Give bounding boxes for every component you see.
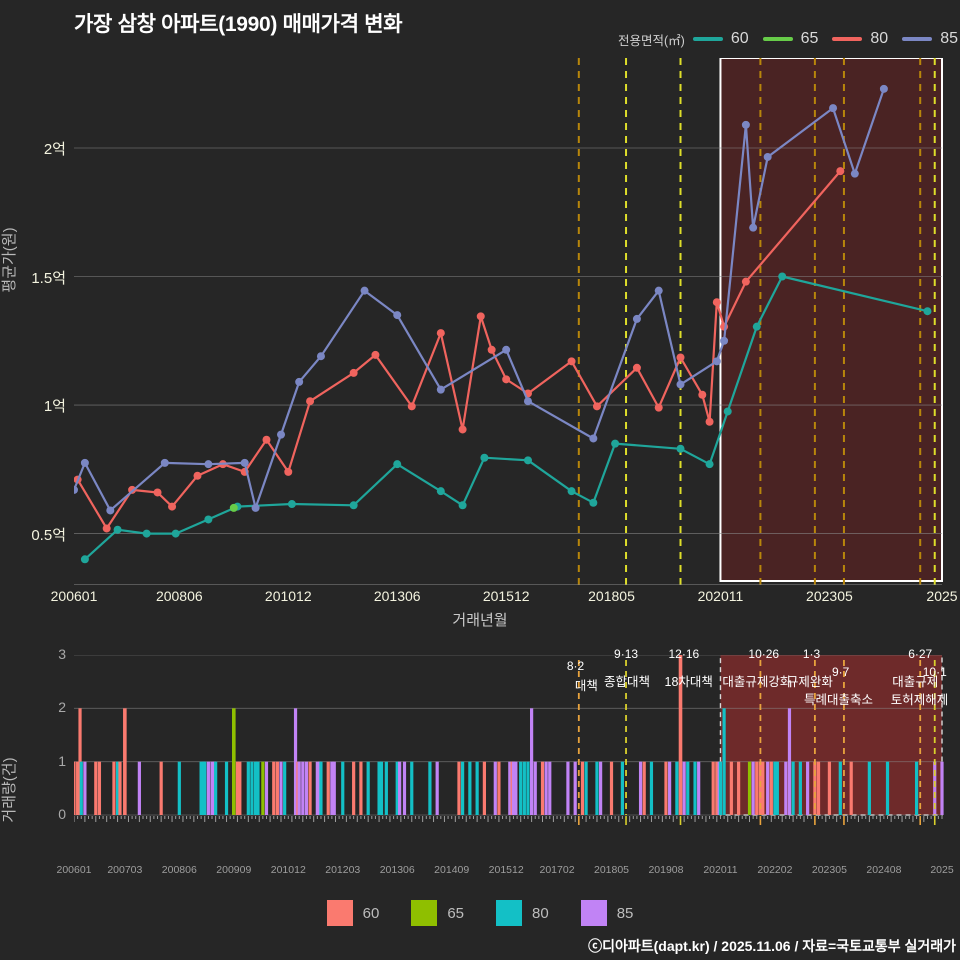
- footer-credit: ⓒ디아파트(dapt.kr) / 2025.11.06 / 자료=국토교통부 실…: [588, 938, 956, 954]
- volume-ytick-3: 3: [58, 646, 66, 662]
- annotation-name-3: 대출규제강화: [722, 675, 792, 689]
- legend-item-65[interactable]: 65: [762, 30, 819, 48]
- legend-label-80: 80: [870, 30, 889, 47]
- annotation-date-2: 12·16: [668, 647, 700, 661]
- bottom-legend-label-60: 60: [362, 904, 380, 922]
- bottom-legend-label-85: 85: [616, 904, 634, 922]
- volume-ytick-0: 0: [58, 806, 66, 822]
- volume-xtick-15: 202408: [866, 864, 902, 876]
- price-xtick-8: 2025: [926, 588, 958, 604]
- price-ytick-2: 1.5억: [31, 269, 66, 287]
- volume-xtick-4: 201012: [270, 864, 306, 876]
- annotation-date-7: 10·1: [922, 665, 947, 679]
- legend-swatch-65: [762, 37, 793, 41]
- legend-swatch-85: [902, 37, 933, 41]
- price-xtick-4: 201512: [482, 588, 530, 604]
- volume-xtick-3: 200909: [216, 864, 252, 876]
- page-title: 가장 삼창 아파트(1990) 매매가격 변화: [74, 13, 403, 36]
- annotation-name-6: 대출규제: [892, 675, 939, 689]
- price-xtick-3: 201306: [373, 588, 421, 604]
- annotation-date-6: 6·27: [908, 647, 933, 661]
- price-xtick-5: 201805: [588, 588, 635, 604]
- bottom-legend-swatch-60: [326, 900, 353, 926]
- volume-xtick-6: 201306: [379, 864, 415, 876]
- annotation-name-0: 대책: [574, 679, 598, 693]
- volume-xtick-8: 201512: [488, 864, 524, 876]
- top-legend: 전용면적(㎡) 60 65 80 85: [618, 29, 958, 49]
- legend-item-85[interactable]: 85: [902, 30, 958, 48]
- annotation-date-3: 10·26: [748, 647, 780, 661]
- bottom-legend-item-85[interactable]: 85: [580, 900, 634, 926]
- volume-xtick-14: 202305: [811, 864, 847, 876]
- volume-xtick-12: 202011: [703, 864, 738, 876]
- price-ytick-0: 0.5억: [31, 526, 66, 544]
- legend-item-60[interactable]: 60: [692, 30, 749, 48]
- bottom-legend-label-65: 65: [447, 904, 464, 922]
- annotation-name-2: 18차대책: [664, 675, 713, 689]
- price-ytick-3: 2억: [43, 140, 66, 158]
- annotation-name-1: 종합대책: [604, 675, 651, 689]
- volume-xtick-7: 201409: [434, 864, 470, 876]
- volume-xtick-9: 201702: [539, 864, 575, 876]
- price-chart-xlabel: 거래년월: [452, 612, 508, 629]
- bottom-legend-item-60[interactable]: 60: [326, 900, 380, 926]
- legend-title: 전용면적(㎡): [617, 33, 685, 48]
- volume-xtick-11: 201908: [648, 864, 684, 876]
- volume-xtick-1: 200703: [107, 864, 143, 876]
- legend-swatch-80: [832, 37, 863, 41]
- annotation-name-5: 특례대출축소: [803, 693, 873, 707]
- price-chart: [74, 58, 944, 585]
- price-xtick-2: 201012: [264, 588, 312, 604]
- bottom-legend-swatch-80: [496, 900, 522, 926]
- bottom-legend-swatch-85: [580, 900, 607, 926]
- legend-item-80[interactable]: 80: [832, 30, 888, 48]
- volume-xtick-13: 202202: [757, 864, 793, 876]
- bottom-legend-label-80: 80: [532, 904, 549, 922]
- annotation-date-4: 1·3: [802, 647, 821, 661]
- volume-chart: [74, 655, 944, 855]
- legend-swatch-60: [692, 37, 723, 41]
- price-xtick-7: 202305: [806, 588, 853, 604]
- bottom-legend-swatch-65: [411, 900, 438, 926]
- annotation-name-7: 토허제해제: [890, 693, 949, 707]
- annotation-date-5: 9·7: [831, 665, 850, 679]
- annotation-date-1: 9·13: [614, 647, 639, 661]
- bottom-legend: 60 65 80 85: [0, 900, 960, 926]
- bottom-legend-item-65[interactable]: 65: [411, 900, 464, 926]
- bottom-legend-item-80[interactable]: 80: [496, 900, 549, 926]
- annotation-date-0: 8·2: [566, 659, 585, 673]
- price-xtick-1: 200806: [155, 588, 203, 604]
- volume-xtick-0: 200601: [56, 864, 92, 876]
- volume-xtick-10: 201805: [593, 864, 630, 876]
- legend-label-85: 85: [940, 30, 958, 47]
- volume-xtick-2: 200806: [161, 864, 197, 876]
- volume-xtick-5: 201203: [325, 864, 361, 876]
- legend-label-60: 60: [730, 30, 749, 47]
- price-ytick-1: 1억: [43, 398, 66, 416]
- legend-label-65: 65: [800, 30, 819, 47]
- volume-ytick-1: 1: [58, 752, 66, 769]
- volume-ytick-2: 2: [58, 699, 66, 716]
- price-xtick-6: 202011: [697, 588, 744, 604]
- price-xtick-0: 200601: [50, 588, 98, 604]
- volume-xtick-16: 2025: [930, 864, 954, 876]
- annotation-name-4: 규제완화: [786, 675, 833, 689]
